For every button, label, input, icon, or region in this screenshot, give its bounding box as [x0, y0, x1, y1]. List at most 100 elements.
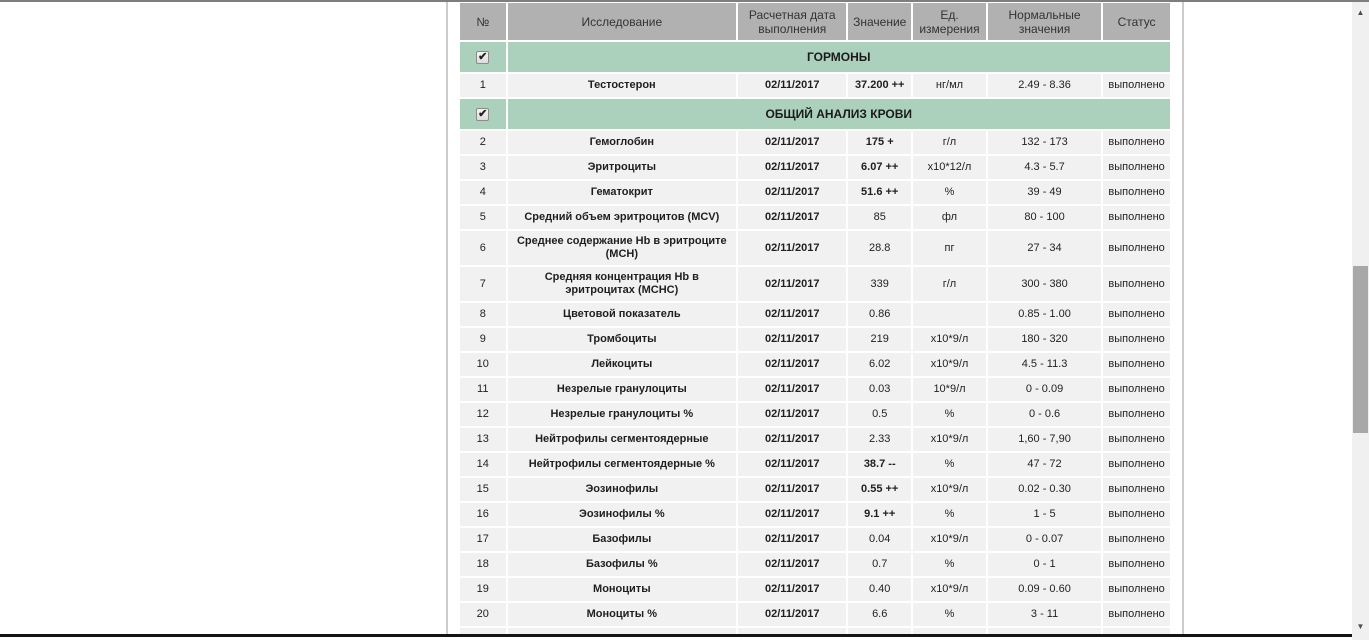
value-cell: 0.55 ++ — [848, 478, 912, 501]
unit-cell: % — [913, 403, 986, 426]
value-cell: 37.200 ++ — [848, 74, 912, 97]
section-checkbox-cell: ✔ — [460, 42, 506, 72]
date-cell: 02/11/2017 — [738, 231, 847, 265]
unit-cell: х10*9/л — [913, 528, 986, 551]
status-cell: выполнено — [1103, 303, 1170, 326]
row-number-cell: 4 — [460, 181, 506, 204]
study-name-cell: Незрелые гранулоциты % — [507, 403, 737, 426]
unit-cell: г/л — [913, 131, 986, 154]
row-number-cell: 16 — [460, 503, 506, 526]
row-number-cell: 1 — [460, 74, 506, 97]
column-header: Ед. измерения — [913, 3, 986, 40]
date-cell: 02/11/2017 — [738, 156, 847, 179]
window-bottom-border — [0, 634, 1352, 637]
unit-cell: % — [913, 181, 986, 204]
table-row: 7 Средняя концентрация Hb в эритроцитах (… — [460, 267, 1170, 301]
study-name-cell: Нейтрофилы сегментоядерные % — [507, 453, 737, 476]
empty-cell — [848, 628, 912, 634]
row-number-cell: 11 — [460, 378, 506, 401]
section-checkbox[interactable]: ✔ — [476, 50, 490, 64]
row-number-cell: 9 — [460, 328, 506, 351]
value-cell: 51.6 ++ — [848, 181, 912, 204]
study-name-cell: Цветовой показатель — [507, 303, 737, 326]
status-cell: выполнено — [1103, 553, 1170, 576]
value-cell: 6.07 ++ — [848, 156, 912, 179]
study-name-cell: Тромбоциты — [507, 328, 737, 351]
normal-range-cell: 180 - 320 — [987, 328, 1102, 351]
empty-cell — [460, 628, 506, 634]
lab-results-table: № Исследование Расчетная дата выполнения Зн… — [458, 1, 1172, 634]
normal-range-cell: 0.09 - 0.60 — [987, 578, 1102, 601]
scroll-down-icon[interactable]: ▼ — [1356, 621, 1365, 631]
study-name-cell: Гематокрит — [507, 181, 737, 204]
date-cell: 02/11/2017 — [738, 206, 847, 229]
status-cell: выполнено — [1103, 453, 1170, 476]
row-number-cell: 3 — [460, 156, 506, 179]
row-number-cell: 7 — [460, 267, 506, 301]
section-checkbox[interactable]: ✔ — [476, 107, 490, 121]
status-cell: выполнено — [1103, 428, 1170, 451]
status-cell: выполнено — [1103, 528, 1170, 551]
section-checkbox-cell: ✔ — [460, 99, 506, 129]
normal-range-cell: 4.5 - 11.3 — [987, 353, 1102, 376]
normal-range-cell: 300 - 380 — [987, 267, 1102, 301]
study-name-cell: Моноциты % — [507, 603, 737, 626]
study-name-cell: Гемоглобин — [507, 131, 737, 154]
table-row: 11 Незрелые гранулоциты 02/11/2017 0.03 10*9… — [460, 378, 1170, 401]
column-header: Значение — [848, 3, 912, 40]
date-cell: 02/11/2017 — [738, 328, 847, 351]
empty-cell — [507, 628, 737, 634]
study-name-cell: Базофилы — [507, 528, 737, 551]
table-row: 4 Гематокрит 02/11/2017 51.6 ++% 39 - 49 выпо… — [460, 181, 1170, 204]
column-header: Расчетная дата выполнения — [738, 3, 847, 40]
results-table-container: № Исследование Расчетная дата выполнения Зн… — [458, 1, 1174, 634]
scrollbar-thumb[interactable] — [1353, 266, 1368, 433]
normal-range-cell: 3 - 11 — [987, 603, 1102, 626]
section-title: ОБЩИЙ АНАЛИЗ КРОВИ — [507, 99, 1170, 129]
study-name-cell: Моноциты — [507, 578, 737, 601]
normal-range-cell: 27 - 34 — [987, 231, 1102, 265]
study-name-cell: Базофилы % — [507, 553, 737, 576]
column-header: Статус — [1103, 3, 1170, 40]
row-number-cell: 19 — [460, 578, 506, 601]
table-row: 5 Средний объем эритроцитов (MCV) 02/11/20… — [460, 206, 1170, 229]
value-cell: 38.7 -- — [848, 453, 912, 476]
value-cell: 219 — [848, 328, 912, 351]
section-title: ГОРМОНЫ — [507, 42, 1170, 72]
table-row: 20 Моноциты % 02/11/2017 6.6% 3 - 11 выполнен… — [460, 603, 1170, 626]
study-name-cell: Лейкоциты — [507, 353, 737, 376]
date-cell: 02/11/2017 — [738, 181, 847, 204]
date-cell: 02/11/2017 — [738, 453, 847, 476]
table-row: 2 Гемоглобин 02/11/2017 175 + г/л 132 - 173 вы… — [460, 131, 1170, 154]
row-number-cell: 6 — [460, 231, 506, 265]
normal-range-cell: 39 - 49 — [987, 181, 1102, 204]
date-cell: 02/11/2017 — [738, 267, 847, 301]
unit-cell: фл — [913, 206, 986, 229]
table-row: 9 Тромбоциты 02/11/2017 219 х10*9/л 180 - 320… — [460, 328, 1170, 351]
normal-range-cell: 47 - 72 — [987, 453, 1102, 476]
row-number-cell: 15 — [460, 478, 506, 501]
scroll-up-icon[interactable]: ▲ — [1356, 7, 1365, 17]
study-name-cell: Нейтрофилы сегментоядерные — [507, 428, 737, 451]
empty-cell — [987, 628, 1102, 634]
window-top-border — [0, 0, 1369, 2]
row-number-cell: 10 — [460, 353, 506, 376]
content-right-border — [1182, 2, 1184, 634]
value-cell: 0.5 — [848, 403, 912, 426]
section-header-row: ✔ ОБЩИЙ АНАЛИЗ КРОВИ — [460, 99, 1170, 129]
status-cell: выполнено — [1103, 231, 1170, 265]
table-row: 6 Среднее содержание Hb в эритроците (MCH… — [460, 231, 1170, 265]
unit-cell: нг/мл — [913, 74, 986, 97]
value-cell: 6.02 — [848, 353, 912, 376]
table-row: 16 Эозинофилы % 02/11/2017 9.1 ++% 1 - 5 выпо… — [460, 503, 1170, 526]
status-cell: выполнено — [1103, 328, 1170, 351]
unit-cell: х10*9/л — [913, 353, 986, 376]
normal-range-cell: 0.85 - 1.00 — [987, 303, 1102, 326]
normal-range-cell: 1,60 - 7,90 — [987, 428, 1102, 451]
empty-cell — [738, 628, 847, 634]
vertical-scrollbar[interactable]: ▲ ▼ — [1352, 2, 1369, 640]
study-name-cell: Незрелые гранулоциты — [507, 378, 737, 401]
empty-cell — [1103, 628, 1170, 634]
unit-cell: г/л — [913, 267, 986, 301]
row-number-cell: 17 — [460, 528, 506, 551]
